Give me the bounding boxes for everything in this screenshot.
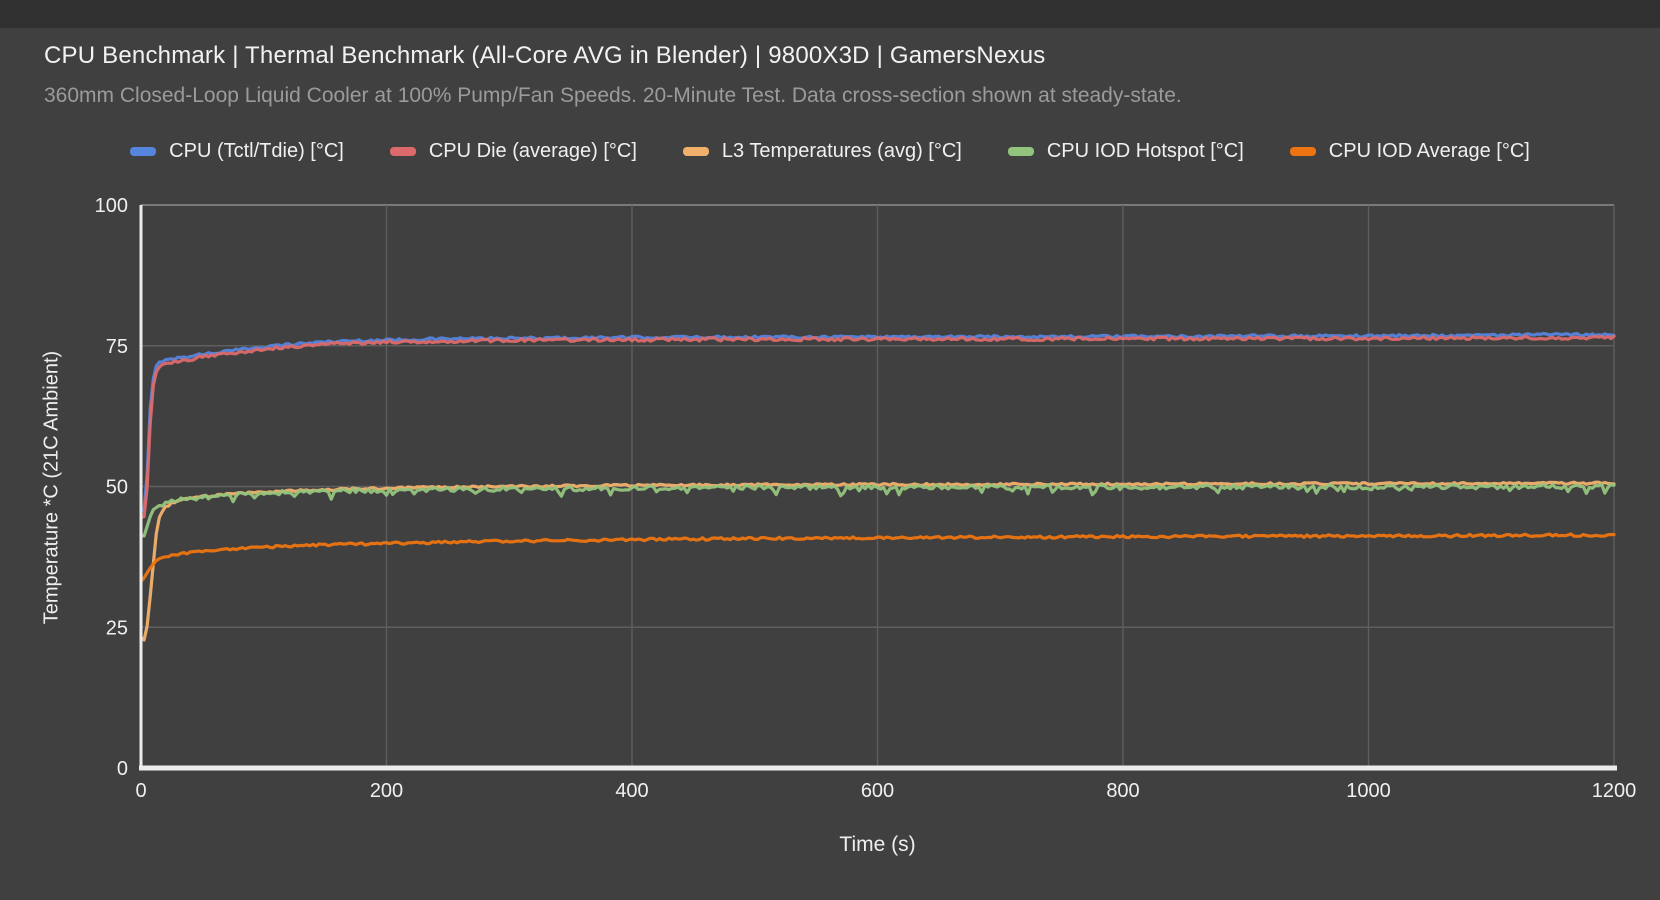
- series-line-3: [139, 482, 1616, 538]
- y-tick-label: 100: [95, 195, 128, 217]
- series-line-1: [139, 334, 1616, 519]
- legend-label: CPU IOD Hotspot [°C]: [1046, 140, 1244, 162]
- x-tick-label: 1000: [1346, 780, 1391, 802]
- chart-subtitle: 360mm Closed-Loop Liquid Cooler at 100% …: [44, 84, 1182, 107]
- legend-swatch-icon: [1289, 147, 1316, 156]
- y-tick-label: 75: [106, 336, 128, 358]
- legend-swatch-icon: [389, 147, 416, 156]
- series-lines: [139, 331, 1616, 642]
- legend-item-4: CPU IOD Average [°C]: [1289, 140, 1530, 163]
- legend: CPU (Tctl/Tdie) [°C] CPU Die (average) [°…: [0, 140, 1660, 163]
- legend-item-2: L3 Temperatures (avg) [°C]: [682, 140, 962, 163]
- x-tick-label: 0: [135, 780, 146, 802]
- y-axis-title: Temperature *C (21C Ambient): [40, 350, 63, 625]
- chart-title: CPU Benchmark | Thermal Benchmark (All-C…: [44, 42, 1046, 69]
- x-tick-label: 1200: [1592, 780, 1637, 802]
- y-tick-label: 50: [106, 477, 128, 499]
- x-tick-label: 200: [370, 780, 403, 802]
- legend-label: L3 Temperatures (avg) [°C]: [721, 140, 962, 162]
- x-tick-label: 400: [615, 780, 648, 802]
- legend-swatch-icon: [682, 147, 709, 156]
- legend-swatch-icon: [1007, 147, 1034, 156]
- x-tick-label: 600: [861, 780, 894, 802]
- window-top-strip: [0, 0, 1660, 28]
- x-axis-title: Time (s): [839, 833, 916, 856]
- y-tick-label: 25: [106, 617, 128, 639]
- legend-label: CPU (Tctl/Tdie) [°C]: [169, 140, 344, 162]
- series-line-4: [139, 532, 1616, 583]
- legend-item-1: CPU Die (average) [°C]: [389, 140, 637, 163]
- legend-item-0: CPU (Tctl/Tdie) [°C]: [130, 140, 344, 163]
- series-line-2: [139, 480, 1616, 642]
- legend-label: CPU Die (average) [°C]: [428, 140, 637, 162]
- legend-swatch-icon: [130, 147, 157, 156]
- y-tick-label: 0: [117, 758, 128, 780]
- x-tick-label: 800: [1106, 780, 1139, 802]
- legend-label: CPU IOD Average [°C]: [1328, 140, 1530, 162]
- legend-item-3: CPU IOD Hotspot [°C]: [1007, 140, 1244, 163]
